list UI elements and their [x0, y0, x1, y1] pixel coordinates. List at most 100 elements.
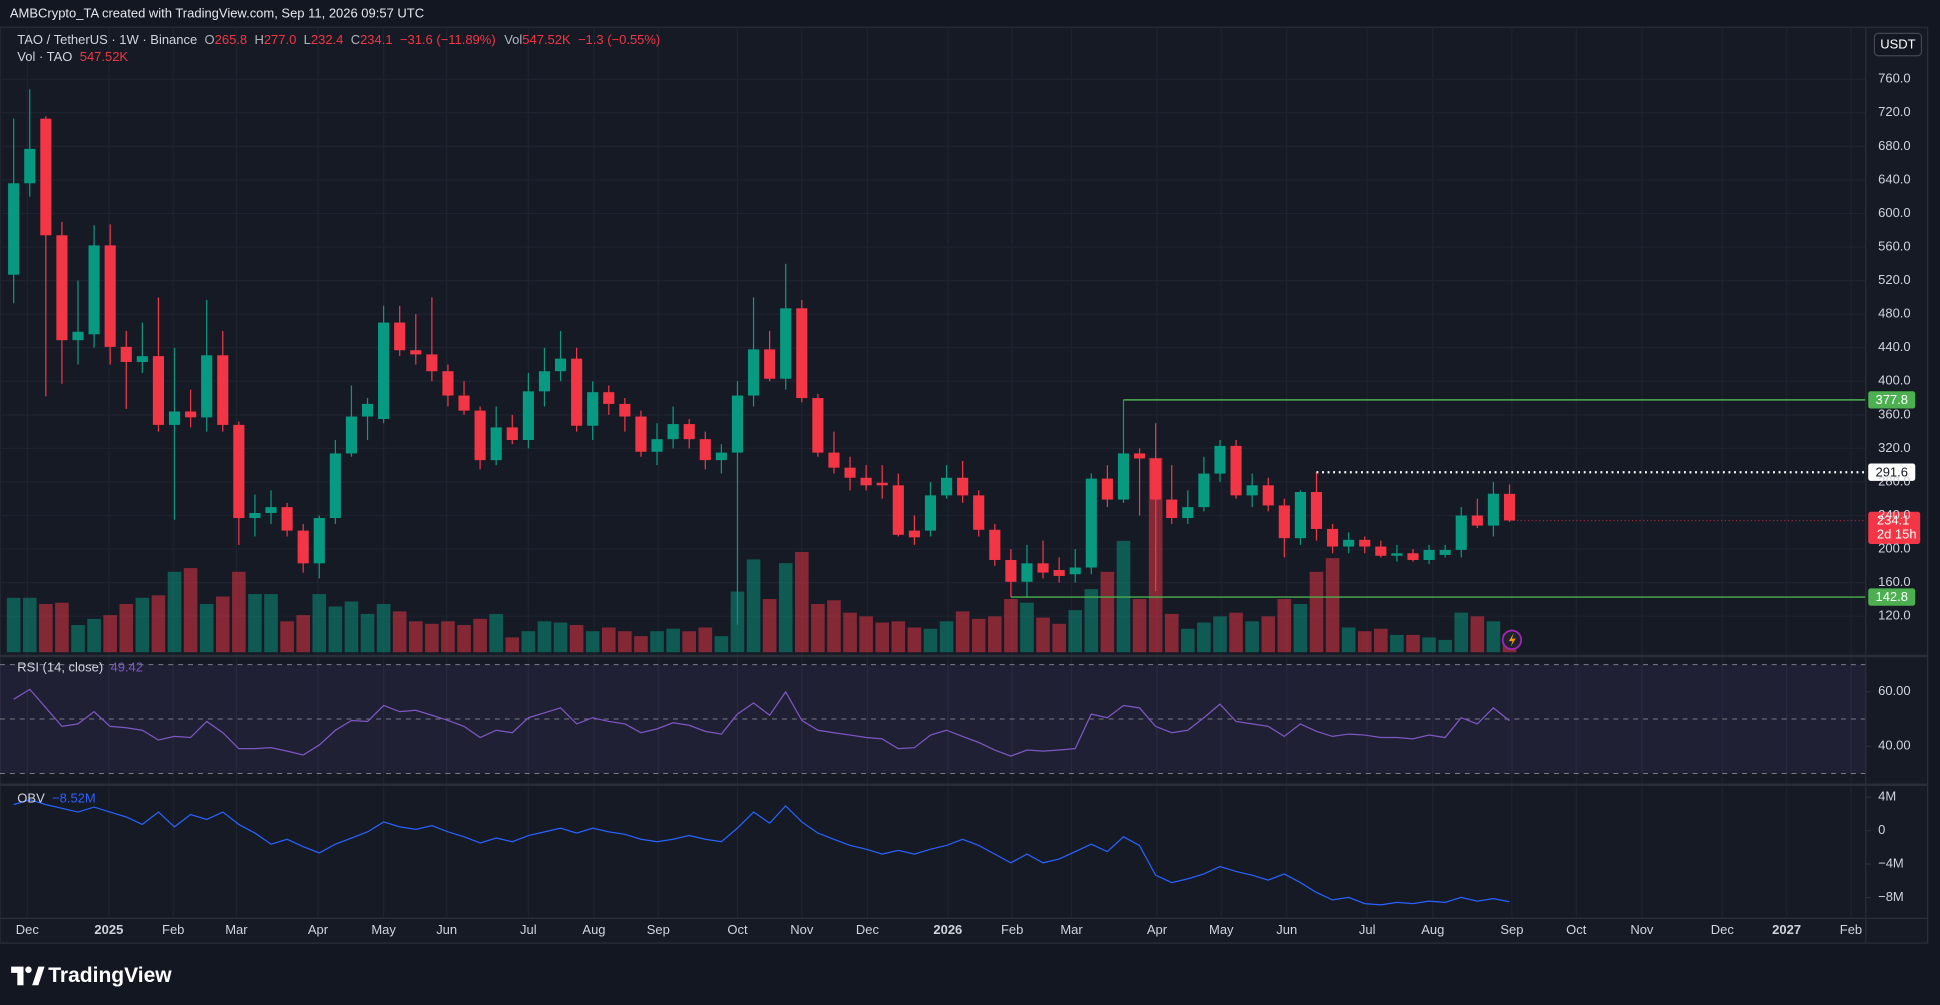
obv-name: OBV	[17, 791, 45, 806]
volume-bar	[280, 621, 294, 653]
volume-bar	[505, 637, 520, 653]
x-tick-label: Nov	[790, 922, 814, 937]
candle-body	[1423, 549, 1435, 560]
volume-bar	[360, 613, 375, 653]
volume-bar	[569, 625, 584, 653]
volume-bar	[923, 628, 938, 653]
candle-body	[1053, 570, 1065, 576]
candle-body	[1230, 445, 1242, 496]
y-tick-label: 520.0	[1878, 272, 1910, 287]
candle-body	[989, 529, 1001, 560]
volume-bar	[1004, 599, 1018, 653]
volume-bar	[408, 621, 423, 653]
volume-bar	[521, 631, 536, 653]
x-tick-label: Mar	[225, 922, 248, 937]
rsi-name: RSI (14, close)	[17, 660, 103, 675]
currency-label[interactable]: USDT	[1880, 37, 1915, 52]
candle-body	[1278, 505, 1290, 539]
candle-body	[957, 477, 969, 496]
candle-body	[844, 467, 856, 478]
y-tick-label: 160.0	[1878, 574, 1910, 589]
alert-icon[interactable]	[1501, 629, 1523, 651]
x-tick-label: Mar	[1060, 922, 1083, 937]
y-tick-label: 60.00	[1878, 683, 1910, 698]
volume-bar	[939, 621, 954, 653]
volume-bar	[1309, 571, 1324, 653]
volume-bar	[746, 559, 761, 653]
candle-body	[1455, 515, 1467, 550]
candle-body	[924, 495, 937, 531]
candle-body	[345, 416, 358, 454]
candle-body	[715, 452, 727, 461]
volume-bar	[585, 631, 600, 653]
candle-body	[120, 346, 132, 362]
volume-bar	[232, 571, 246, 653]
volume-bar	[6, 597, 21, 653]
candle-body	[217, 355, 229, 425]
x-tick-label: Apr	[308, 922, 329, 937]
candle-body	[265, 507, 277, 513]
x-tick-label: Feb	[1001, 922, 1023, 937]
rsi-value: 49.42	[111, 660, 143, 675]
volume-bar	[457, 625, 471, 653]
volume-bar	[392, 611, 407, 653]
currency-button-frame[interactable]	[1873, 32, 1923, 57]
y-tick-label: −8M	[1878, 889, 1904, 904]
indicator-layer	[0, 664, 1866, 906]
volume-bar	[39, 603, 53, 653]
candle-body	[233, 424, 245, 519]
candle-body	[361, 403, 374, 417]
volume-bar	[22, 597, 37, 653]
volume-bar	[264, 594, 278, 653]
volume-bar	[1341, 627, 1356, 653]
candle-body	[1198, 473, 1210, 508]
volume-bar	[1486, 621, 1501, 653]
volume-bar	[907, 627, 922, 653]
candle-body	[490, 427, 502, 461]
y-tick-label: 320.0	[1878, 440, 1910, 455]
candle-body	[522, 391, 534, 441]
y-tick-label: 480.0	[1878, 306, 1910, 321]
candle-body	[426, 354, 438, 372]
volume-bar	[119, 603, 134, 653]
candle-body	[1133, 453, 1146, 459]
x-tick-label: Jul	[1359, 922, 1376, 937]
logo-shape	[11, 966, 24, 986]
volume-bar	[87, 618, 101, 653]
legend-value: 232.4	[311, 32, 343, 47]
volume-bar	[1213, 616, 1227, 653]
grid	[0, 27, 1871, 919]
candle-body	[973, 495, 985, 530]
volume-bar	[666, 628, 680, 653]
volume-bar	[1100, 571, 1115, 653]
candle-body	[1310, 492, 1323, 529]
volume-bar	[859, 616, 873, 653]
volume-bar	[955, 611, 970, 653]
level-label: 377.8	[1876, 392, 1908, 407]
candle-body	[1005, 559, 1017, 582]
candle-body	[571, 358, 583, 426]
candle-body	[764, 349, 776, 379]
candle-body	[796, 308, 808, 399]
volume-bar	[1132, 599, 1147, 653]
x-tick-label: Apr	[1147, 922, 1168, 937]
volume-bar	[215, 596, 230, 653]
x-tick-label: Feb	[162, 922, 184, 937]
volume-bar	[875, 622, 890, 653]
legend-change: −1.3 (−0.55%)	[578, 32, 660, 47]
currency-button[interactable]: USDT	[1873, 32, 1923, 57]
volume-bar	[151, 595, 166, 653]
axes-layer: Dec 2025 Feb Mar Apr May Jun Jul Aug Sep Oct Nov Dec…	[16, 71, 1911, 937]
x-tick-label: 2027	[1772, 922, 1801, 937]
x-tick-label: Nov	[1630, 922, 1654, 937]
candle-body	[1166, 499, 1178, 519]
x-tick-label: 2026	[933, 922, 962, 937]
legend-value: 277.0	[264, 32, 296, 47]
candle-body	[1391, 553, 1403, 556]
candle-body	[1487, 493, 1499, 526]
alert-bolt[interactable]	[1508, 633, 1516, 647]
volume-bar	[1390, 634, 1404, 653]
y-tick-label: 400.0	[1878, 373, 1910, 388]
volume-bar	[1261, 616, 1276, 653]
y-tick-label: 680.0	[1878, 138, 1910, 153]
